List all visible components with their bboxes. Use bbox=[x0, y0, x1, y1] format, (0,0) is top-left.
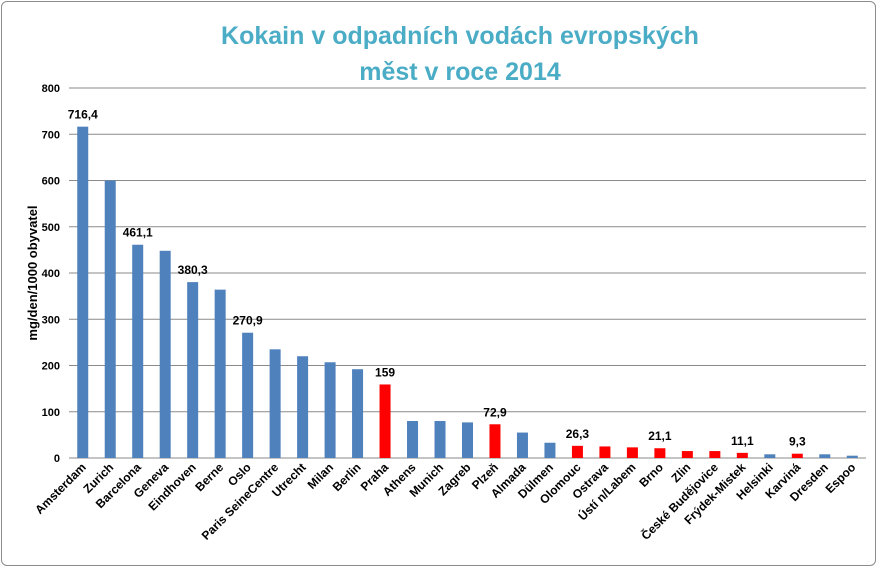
y-tick-label: 300 bbox=[42, 314, 60, 326]
bar-fr-dek-mistek bbox=[736, 452, 748, 458]
chart-title-line2: měst v roce 2014 bbox=[359, 58, 561, 86]
data-label: 159 bbox=[375, 365, 395, 379]
bar-utrecht bbox=[297, 356, 309, 458]
bar-zagreb bbox=[462, 422, 473, 458]
bar-amsterdam bbox=[77, 126, 89, 458]
y-tick-label: 500 bbox=[42, 222, 60, 234]
bar-ostrava bbox=[599, 446, 611, 458]
bar-brno bbox=[654, 448, 666, 458]
y-tick-label: 700 bbox=[42, 129, 60, 141]
x-tick-label: Berlin bbox=[330, 460, 364, 494]
x-tick-label: Brno bbox=[636, 460, 666, 490]
bar-paris-seinecentre bbox=[269, 349, 281, 458]
data-label: 380,3 bbox=[178, 263, 208, 277]
bar-berne bbox=[214, 289, 226, 458]
x-tick-label: Berne bbox=[192, 460, 226, 494]
bar--esk-bud-jovice bbox=[709, 451, 721, 458]
bar-zurich bbox=[104, 180, 116, 458]
chart-title: Kokain v odpadních vodách evropských měs… bbox=[180, 18, 740, 90]
y-tick-label: 200 bbox=[42, 361, 60, 373]
data-label: 716,4 bbox=[68, 108, 98, 122]
y-tick-label: 0 bbox=[54, 453, 60, 465]
bar-espoo bbox=[846, 455, 858, 458]
data-label: 21,1 bbox=[648, 429, 672, 443]
bar-helsinki bbox=[764, 454, 776, 458]
bar-milan bbox=[324, 362, 336, 458]
data-label: 461,1 bbox=[123, 226, 153, 240]
bar-plze- bbox=[489, 424, 501, 458]
bar-oslo bbox=[242, 332, 254, 458]
bar-eindhoven bbox=[187, 282, 199, 458]
y-tick-label: 600 bbox=[42, 176, 60, 188]
bar-dresden bbox=[819, 454, 831, 458]
bar-karvin- bbox=[791, 453, 803, 458]
bar-berlin bbox=[352, 369, 364, 458]
data-label: 270,9 bbox=[233, 314, 263, 328]
y-tick-label: 100 bbox=[42, 407, 60, 419]
bar-d-lmen bbox=[544, 442, 556, 458]
bar-praha bbox=[379, 384, 391, 458]
y-tick-label: 400 bbox=[42, 268, 60, 280]
bar-olomouc bbox=[571, 445, 583, 458]
bar-athens bbox=[407, 421, 419, 458]
y-axis-label: mg/den/1000 obyvatel bbox=[25, 205, 40, 340]
chart-title-line1: Kokain v odpadních vodách evropských bbox=[221, 22, 699, 50]
x-tick-label: Amsterdam bbox=[32, 460, 89, 517]
bar--st-n-labem bbox=[626, 447, 638, 458]
data-label: 9,3 bbox=[789, 435, 806, 449]
x-tick-label: Espoo bbox=[823, 460, 859, 496]
bar-zlin bbox=[681, 451, 693, 458]
y-tick-label: 800 bbox=[42, 83, 60, 95]
bar-munich bbox=[434, 421, 446, 458]
data-label: 11,1 bbox=[731, 434, 754, 448]
data-label: 26,3 bbox=[566, 427, 590, 441]
bar-barcelona bbox=[132, 244, 144, 458]
bar-geneva bbox=[159, 250, 171, 458]
bar-almada bbox=[516, 432, 528, 458]
data-label: 72,9 bbox=[483, 405, 507, 419]
